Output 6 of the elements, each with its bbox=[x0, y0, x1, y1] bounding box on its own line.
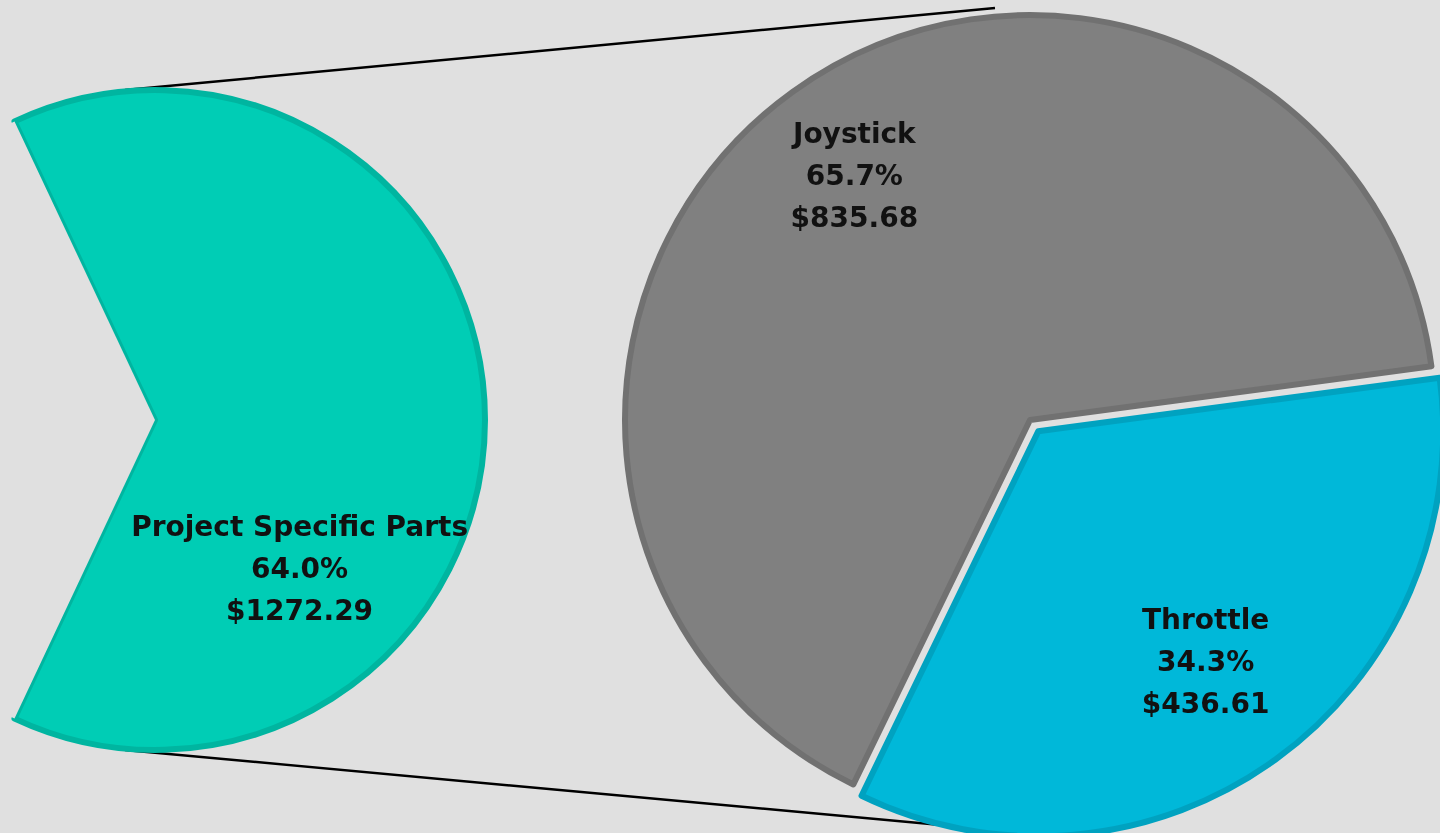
slice-label: Throttle bbox=[1141, 602, 1270, 636]
data-label: 34.3% $436.61 bbox=[1141, 644, 1270, 720]
data-label: 65.7% $835.68 bbox=[790, 159, 919, 235]
slice-label: Joystick bbox=[790, 117, 918, 151]
slice-label: Project Specific Parts bbox=[131, 510, 469, 543]
data-label: 64.0% $1272.29 bbox=[226, 552, 374, 627]
